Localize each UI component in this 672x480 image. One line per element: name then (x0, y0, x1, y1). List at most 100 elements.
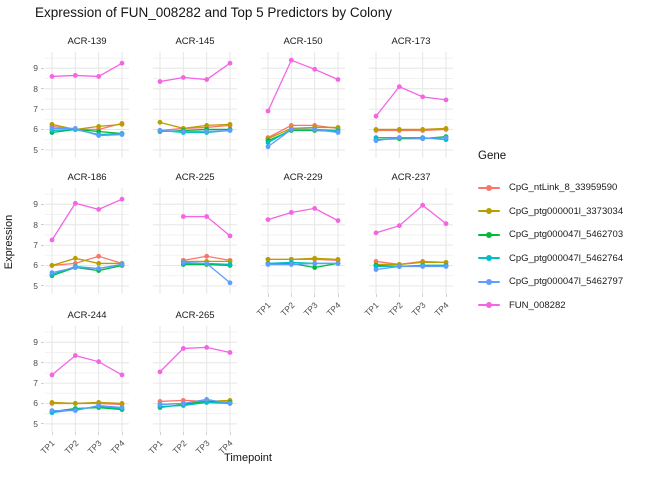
series-line-CpG_ptg000047l_5462797 (51, 404, 123, 412)
series-point-CpG_ptg000047l_5462797 (49, 408, 55, 413)
series-point-CpG_ptg000047l_5462797 (72, 126, 78, 131)
y-tick-mark (41, 285, 44, 287)
legend-item-CpG_ptg000047l_5462797: CpG_ptg000047l_5462797 (478, 270, 623, 294)
series-point-CpG_ptg000001l_3373034 (49, 263, 55, 268)
series-point-CpG_ptg000001l_3373034 (96, 124, 102, 129)
legend-items: CpG_ntLink_8_33959590 CpG_ptg000001l_3373… (478, 176, 623, 317)
legend-item-CpG_ptg000047l_5462703: CpG_ptg000047l_5462703 (478, 223, 623, 247)
y-tick-mark (41, 224, 44, 226)
x-tick-mark (121, 432, 123, 435)
series-point-FUN_008282 (49, 372, 55, 378)
legend-key-dot (486, 184, 492, 191)
series-point-CpG_ptg000001l_3373034 (49, 121, 55, 127)
series-point-CpG_ptg000047l_5462797 (227, 128, 233, 133)
legend-key-icon (478, 204, 500, 218)
series-point-FUN_008282 (227, 233, 233, 239)
series-point-CpG_ptg000047l_5462797 (96, 266, 102, 271)
legend-key-dot (486, 278, 492, 285)
facet-strip-ACR-186: ACR-186 (67, 172, 107, 183)
series-point-CpG_ptg000047l_5462797 (312, 261, 318, 266)
series-line-CpG_ptg000047l_5462797 (375, 136, 447, 142)
facet-panel-ACR-150 (261, 52, 345, 158)
series-point-FUN_008282 (72, 200, 78, 206)
series-point-CpG_ptg000047l_5462797 (204, 129, 210, 134)
series-line-CpG_ptg000001l_3373034 (267, 126, 339, 140)
series-point-CpG_ptg000001l_3373034 (373, 127, 379, 132)
series-point-CpG_ptg000047l_5462797 (335, 130, 341, 135)
x-tick-mark (290, 294, 292, 297)
y-tick-label: 9 (33, 337, 38, 348)
series-point-FUN_008282 (288, 210, 294, 215)
facet-panel-ACR-173 (369, 52, 453, 158)
series-line-FUN_008282 (51, 354, 123, 376)
facet-panel-ACR-237 (369, 188, 453, 294)
series-line-FUN_008282 (159, 62, 231, 83)
series-point-CpG_ptg000001l_3373034 (96, 261, 102, 266)
facet-strip-ACR-265: ACR-265 (175, 310, 215, 321)
y-tick-mark (41, 128, 44, 130)
legend-item-CpG_ptg000001l_3373034: CpG_ptg000001l_3373034 (478, 200, 623, 224)
series-point-FUN_008282 (157, 79, 163, 84)
series-point-FUN_008282 (288, 57, 294, 63)
series-line-CpG_ptg000047l_5462797 (267, 128, 339, 148)
legend-item-CpG_ntLink_8_33959590: CpG_ntLink_8_33959590 (478, 176, 623, 200)
series-point-CpG_ptg000001l_3373034 (119, 121, 125, 127)
x-tick-mark (229, 432, 231, 435)
series-point-CpG_ntLink_8_33959590 (96, 253, 102, 259)
series-line-CpG_ptg000001l_3373034 (51, 257, 123, 267)
x-tick-label: TP1 (254, 300, 274, 319)
series-point-CpG_ptg000047l_5462764 (265, 140, 271, 146)
series-line-FUN_008282 (267, 59, 339, 112)
series-point-CpG_ptg000001l_3373034 (119, 401, 125, 406)
series-point-CpG_ptg000047l_5462797 (288, 127, 294, 132)
y-tick-mark (41, 67, 44, 69)
series-point-CpG_ptg000001l_3373034 (157, 119, 163, 125)
legend-key-icon (478, 181, 500, 195)
series-point-CpG_ptg000047l_5462797 (119, 262, 125, 267)
x-axis-title: Timepoint (224, 452, 272, 464)
series-point-CpG_ptg000047l_5462797 (157, 128, 163, 133)
facet-panel-ACR-244 (45, 326, 129, 432)
y-tick-label: 7 (33, 378, 38, 389)
x-tick-label: TP4 (432, 300, 452, 319)
legend-key-dot (486, 208, 492, 215)
legend-item-label: CpG_ptg000047l_5462764 (509, 252, 624, 264)
facet-strip-ACR-244: ACR-244 (67, 310, 107, 321)
series-point-CpG_ptg000001l_3373034 (72, 255, 78, 261)
y-tick-label: 5 (33, 280, 38, 291)
series-point-CpG_ptg000047l_5462797 (335, 261, 341, 266)
series-point-CpG_ptg000047l_5462797 (180, 260, 186, 265)
series-point-FUN_008282 (72, 353, 78, 358)
x-tick-label: TP3 (301, 300, 320, 319)
series-line-CpG_ptg000047l_5462797 (51, 127, 123, 137)
series-point-CpG_ptg000047l_5462797 (420, 136, 426, 142)
series-line-CpG_ptg000047l_5462703 (51, 128, 123, 135)
series-point-FUN_008282 (265, 217, 271, 222)
legend-key-icon (478, 251, 500, 265)
legend: Gene CpG_ntLink_8_33959590 CpG_ptg000001l… (478, 150, 623, 317)
series-point-FUN_008282 (119, 60, 125, 66)
series-line-CpG_ptg000001l_3373034 (375, 261, 447, 266)
series-point-CpG_ptg000001l_3373034 (335, 256, 341, 262)
series-line-FUN_008282 (159, 346, 231, 373)
series-point-FUN_008282 (49, 237, 55, 243)
y-tick-mark (41, 341, 44, 343)
legend-item-label: FUN_008282 (509, 299, 566, 311)
series-line-CpG_ptg000047l_5462797 (159, 398, 231, 406)
series-point-FUN_008282 (49, 74, 55, 79)
series-line-FUN_008282 (375, 204, 447, 234)
y-tick-mark (41, 203, 44, 205)
series-line-CpG_ptg000001l_3373034 (159, 121, 231, 130)
series-point-FUN_008282 (396, 84, 402, 90)
y-tick-label: 8 (33, 83, 38, 94)
legend-key-dot (486, 255, 492, 262)
y-tick-label: 6 (33, 398, 38, 409)
series-point-FUN_008282 (420, 202, 426, 208)
series-point-CpG_ptg000047l_5462797 (180, 401, 186, 406)
x-tick-mark (206, 432, 208, 435)
series-point-CpG_ptg000001l_3373034 (443, 126, 449, 131)
x-tick-label: TP2 (386, 300, 405, 319)
y-axis-title: Expression (3, 214, 15, 270)
series-point-FUN_008282 (180, 214, 186, 219)
series-point-CpG_ptg000001l_3373034 (312, 255, 318, 261)
